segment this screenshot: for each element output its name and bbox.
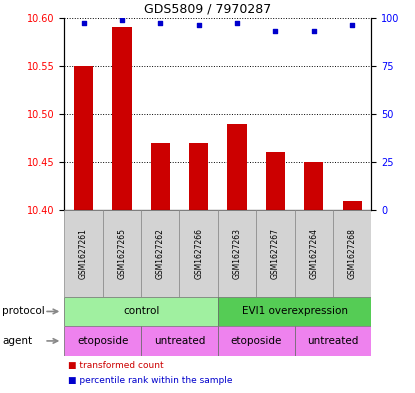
Text: GSM1627265: GSM1627265	[117, 228, 127, 279]
Point	[310, 28, 317, 34]
Text: GSM1627262: GSM1627262	[156, 228, 165, 279]
Bar	[256, 210, 295, 297]
Bar	[218, 326, 295, 356]
Bar	[295, 326, 371, 356]
Point	[157, 20, 164, 27]
Bar	[64, 297, 218, 326]
Text: GSM1627263: GSM1627263	[232, 228, 242, 279]
Bar	[64, 326, 141, 356]
Text: agent: agent	[2, 336, 32, 346]
Bar	[218, 297, 371, 326]
Bar	[227, 123, 247, 210]
Text: GSM1627268: GSM1627268	[348, 228, 357, 279]
Bar	[151, 143, 170, 210]
Bar	[218, 210, 256, 297]
Bar	[295, 210, 333, 297]
Text: untreated: untreated	[308, 336, 359, 346]
Point	[119, 17, 125, 23]
Bar	[141, 210, 180, 297]
Text: GSM1627267: GSM1627267	[271, 228, 280, 279]
Point	[195, 22, 202, 29]
Bar	[141, 326, 218, 356]
Text: etoposide: etoposide	[231, 336, 282, 346]
Point	[349, 22, 356, 29]
Text: GDS5809 / 7970287: GDS5809 / 7970287	[144, 3, 271, 16]
Text: EVI1 overexpression: EVI1 overexpression	[242, 307, 348, 316]
Bar	[180, 210, 218, 297]
Text: GSM1627264: GSM1627264	[309, 228, 318, 279]
Bar	[64, 210, 103, 297]
Bar	[103, 210, 141, 297]
Bar	[266, 152, 285, 210]
Point	[234, 20, 240, 27]
Bar	[74, 66, 93, 210]
Text: ■ transformed count: ■ transformed count	[68, 361, 164, 370]
Point	[80, 20, 87, 27]
Text: ■ percentile rank within the sample: ■ percentile rank within the sample	[68, 376, 233, 385]
Text: control: control	[123, 307, 159, 316]
Point	[272, 28, 279, 34]
Text: untreated: untreated	[154, 336, 205, 346]
Bar	[112, 27, 132, 210]
Text: etoposide: etoposide	[77, 336, 128, 346]
Text: GSM1627266: GSM1627266	[194, 228, 203, 279]
Bar	[343, 200, 362, 210]
Bar	[333, 210, 371, 297]
Text: GSM1627261: GSM1627261	[79, 228, 88, 279]
Bar	[189, 143, 208, 210]
Text: protocol: protocol	[2, 307, 45, 316]
Bar	[304, 162, 323, 210]
